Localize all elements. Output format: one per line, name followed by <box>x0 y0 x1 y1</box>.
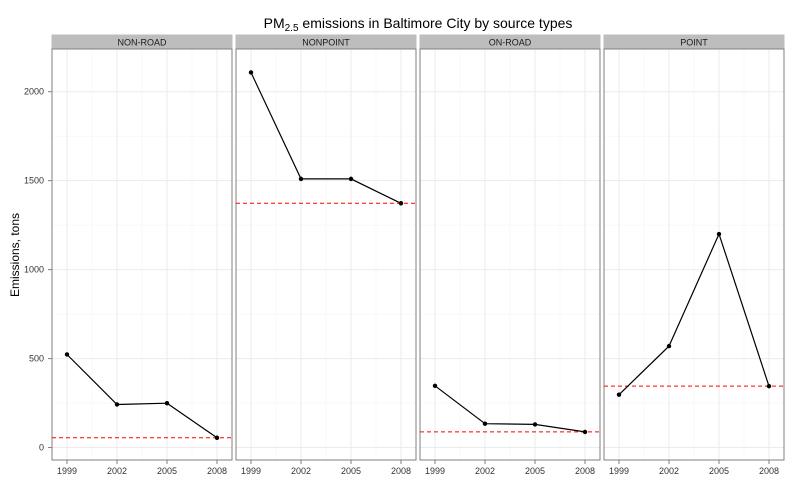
x-tick-label: 2005 <box>709 466 729 476</box>
panel-point: POINT 1999 2002 2005 2008 <box>603 34 785 476</box>
data-point <box>398 201 404 206</box>
data-point <box>666 343 672 349</box>
data-point <box>248 70 254 75</box>
series-line <box>66 354 218 439</box>
x-tick-label: 2005 <box>341 466 361 476</box>
panel-strip-label: NONPOINT <box>302 38 350 48</box>
y-tick-label: 2000 <box>24 87 44 97</box>
chart-title-main: PM <box>264 15 285 31</box>
x-tick-label: 1999 <box>609 466 629 476</box>
data-point <box>766 383 772 389</box>
panel-nonpoint: NONPOINT 1999 2002 2005 2008 <box>235 34 417 476</box>
y-tick-label: 1000 <box>24 265 44 275</box>
x-tick-label: 1999 <box>57 466 77 476</box>
series-line <box>434 385 586 433</box>
data-point <box>298 176 304 182</box>
data-point <box>616 392 622 397</box>
data-point <box>716 231 722 237</box>
data-point <box>64 352 70 357</box>
x-tick-label: 2005 <box>157 466 177 476</box>
panel-on-road: ON-ROAD 1999 2002 2005 2008 <box>419 34 601 476</box>
x-tick-label: 2008 <box>575 466 595 476</box>
data-point <box>164 401 170 406</box>
panel-strip-label: POINT <box>680 38 708 48</box>
panel-border <box>603 48 785 461</box>
x-tick-label: 2002 <box>291 466 311 476</box>
x-tick-label: 2008 <box>207 466 227 476</box>
y-tick-label: 500 <box>29 354 44 364</box>
y-axis-title: Emissions, tons <box>8 213 22 297</box>
x-tick-label: 1999 <box>241 466 261 476</box>
y-tick-label: 0 <box>39 443 44 453</box>
x-tick-label: 2002 <box>107 466 127 476</box>
data-point <box>482 421 488 426</box>
panel-strip-label: ON-ROAD <box>489 38 532 48</box>
x-tick-label: 2005 <box>525 466 545 476</box>
panel-strip-label: NON-ROAD <box>118 38 167 48</box>
data-point <box>214 435 220 440</box>
x-tick-label: 1999 <box>425 466 445 476</box>
x-tick-label: 2008 <box>759 466 779 476</box>
x-tick-label: 2002 <box>659 466 679 476</box>
y-tick-label: 1500 <box>24 176 44 186</box>
series-line <box>618 232 770 396</box>
data-point <box>532 422 538 427</box>
data-point <box>114 402 120 407</box>
chart-title-subscript: 2.5 <box>285 23 299 34</box>
chart-title: PM2.5 emissions in Baltimore City by sou… <box>264 15 573 34</box>
series-line <box>250 72 402 204</box>
x-tick-label: 2008 <box>391 466 411 476</box>
chart-title-rest: emissions in Baltimore City by source ty… <box>299 15 573 31</box>
data-point <box>348 176 354 182</box>
data-point <box>432 383 438 389</box>
panel-border <box>235 48 417 461</box>
panel-border <box>51 48 233 461</box>
x-tick-label: 2002 <box>475 466 495 476</box>
panel-border <box>419 48 601 461</box>
panel-non-road: NON-ROAD 1999 2002 2005 2008 <box>51 34 233 476</box>
data-point <box>582 429 588 435</box>
